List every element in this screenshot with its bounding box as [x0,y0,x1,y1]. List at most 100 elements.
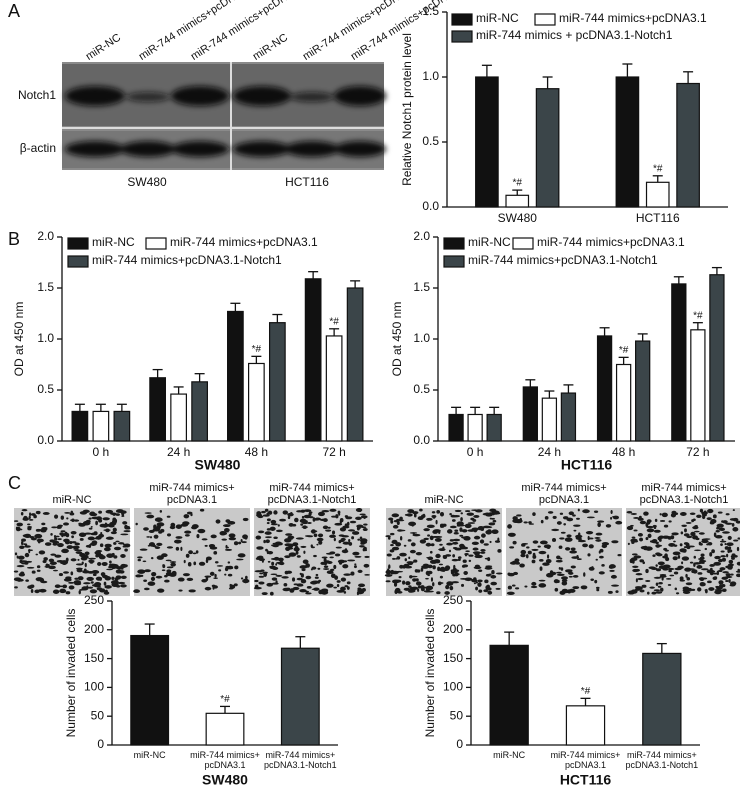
cell [721,538,724,541]
cell [317,567,321,570]
cell [492,519,497,523]
cell [318,579,322,583]
x-tick-label: SW480 [498,211,538,225]
cell [478,589,483,593]
cell [96,587,103,591]
cell [26,566,35,569]
cell [78,522,86,527]
cell [417,588,420,592]
cell [364,555,370,559]
cell [539,559,544,562]
cell [292,523,297,527]
cell [355,507,363,513]
cell [497,537,500,542]
cell [300,545,307,548]
cell [266,539,270,543]
cell [256,556,262,560]
cell [719,540,727,543]
cell [49,539,55,543]
cell [515,561,521,565]
cell [423,537,430,541]
cell [308,511,313,514]
cell [685,582,693,586]
cell [158,530,163,534]
cell [507,585,512,590]
cell [701,539,709,544]
cell [84,562,87,568]
cell [185,553,190,558]
cell [722,531,730,534]
cell [387,568,390,573]
cell [413,559,418,563]
cell [333,564,337,570]
cell [227,573,233,577]
cell [477,579,483,583]
cell [92,573,97,577]
cell [649,540,655,543]
cell [52,589,60,594]
cell [664,549,669,552]
cell [384,573,393,577]
cell [102,517,110,521]
header-line: miR-NC [52,494,91,506]
cell [281,576,289,579]
cell [554,587,559,592]
y-tick-label: 0.5 [37,382,54,396]
cell [393,582,398,587]
cell [70,558,77,562]
cell [719,567,726,571]
cell [465,510,471,513]
cell [390,569,395,575]
cell [658,581,663,585]
y-axis-label: OD at 450 nm [390,302,404,377]
cell [438,582,444,584]
cell [301,568,306,572]
cell [674,587,678,591]
cell [473,514,480,518]
cell [16,578,24,582]
cell [465,550,470,553]
cell [435,553,441,559]
cells [506,508,623,595]
cell [293,547,300,552]
cell [305,592,312,595]
band [233,86,291,106]
cell [89,589,98,594]
cell [433,529,441,533]
cell [572,574,579,578]
cell [276,529,283,533]
cell [680,511,687,516]
cell [391,539,398,544]
cell [420,567,424,572]
cell [154,546,161,550]
y-axis-label: Number of invaded cells [64,609,78,738]
cell [350,571,355,576]
cell [639,589,645,593]
cell [694,549,702,552]
bar [227,310,244,442]
cell [152,527,161,532]
cell [361,587,366,592]
cell [491,510,500,515]
cell [731,556,735,560]
cell [655,544,663,547]
cell [582,543,588,548]
cells [133,508,250,594]
cell [427,556,434,561]
cell [484,566,493,570]
cell [322,525,329,530]
cell [103,529,111,531]
cell [626,525,634,531]
y-tick-label: 250 [443,593,463,607]
cell [84,510,90,513]
x-tick-label: 24 h [538,445,561,459]
blot-row-label: Notch1 [18,88,56,102]
cell [198,561,206,566]
bar [565,705,606,746]
cell [323,565,329,568]
cell [313,554,317,558]
cell [423,586,432,589]
cell [15,526,21,532]
cell [717,511,723,514]
cell [88,557,96,560]
